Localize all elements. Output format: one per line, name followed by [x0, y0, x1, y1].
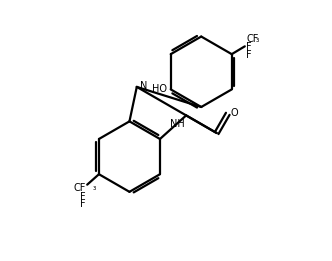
Text: ₃: ₃ — [256, 35, 259, 44]
Text: N: N — [140, 81, 147, 91]
Text: NH: NH — [170, 118, 185, 128]
Text: ₃: ₃ — [92, 183, 96, 192]
Text: CF: CF — [73, 183, 86, 193]
Text: CF: CF — [246, 34, 259, 44]
Text: F: F — [246, 42, 252, 52]
Text: O: O — [230, 108, 238, 117]
Text: F: F — [246, 50, 252, 60]
Text: F: F — [80, 192, 86, 202]
Text: HO: HO — [152, 84, 167, 94]
Text: F: F — [80, 199, 86, 209]
